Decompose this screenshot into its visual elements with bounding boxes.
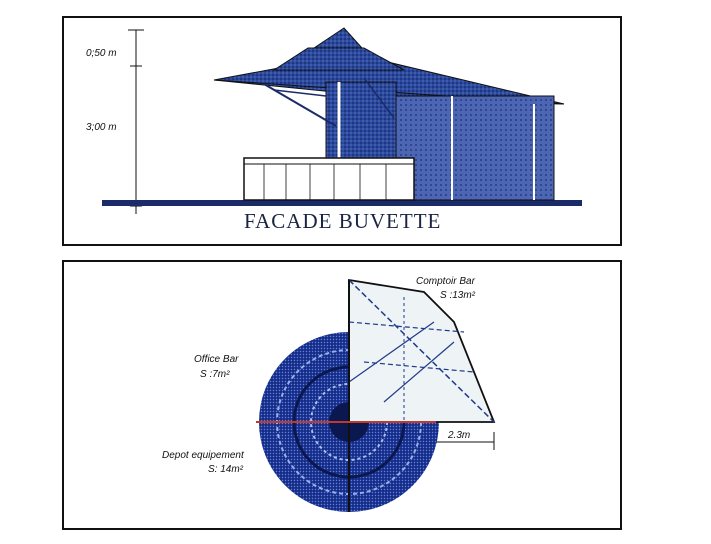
bar-counter [243,157,415,201]
ground-line [102,200,582,206]
floor-plan-drawing: 2.3m Comptoir Bar S :13m² Office Bar S :… [162,276,496,512]
facade-title: FACADE BUVETTE [244,209,441,233]
comptoir-name-label: Comptoir Bar [416,276,476,287]
depot-name-label: Depot equipement [162,450,245,461]
facade-elevation-drawing: 0;50 m 3;00 m [86,27,582,233]
dim-width-label: 2.3m [447,430,470,441]
dim-height-label: 3;00 m [86,122,117,133]
office-name-label: Office Bar [194,354,239,365]
office-area-label: S :7m² [200,369,230,380]
width-dimension: 2.3m [436,430,495,450]
building-body [263,77,555,201]
floor-plan-panel: 2.3m Comptoir Bar S :13m² Office Bar S :… [62,260,622,530]
comptoir-area [348,278,496,512]
height-dimension: 0;50 m 3;00 m [86,29,144,214]
facade-panel: 0;50 m 3;00 m [62,16,622,246]
dim-top-label: 0;50 m [86,48,117,59]
comptoir-area-label: S :13m² [440,290,476,301]
depot-area-label: S: 14m² [208,464,244,475]
